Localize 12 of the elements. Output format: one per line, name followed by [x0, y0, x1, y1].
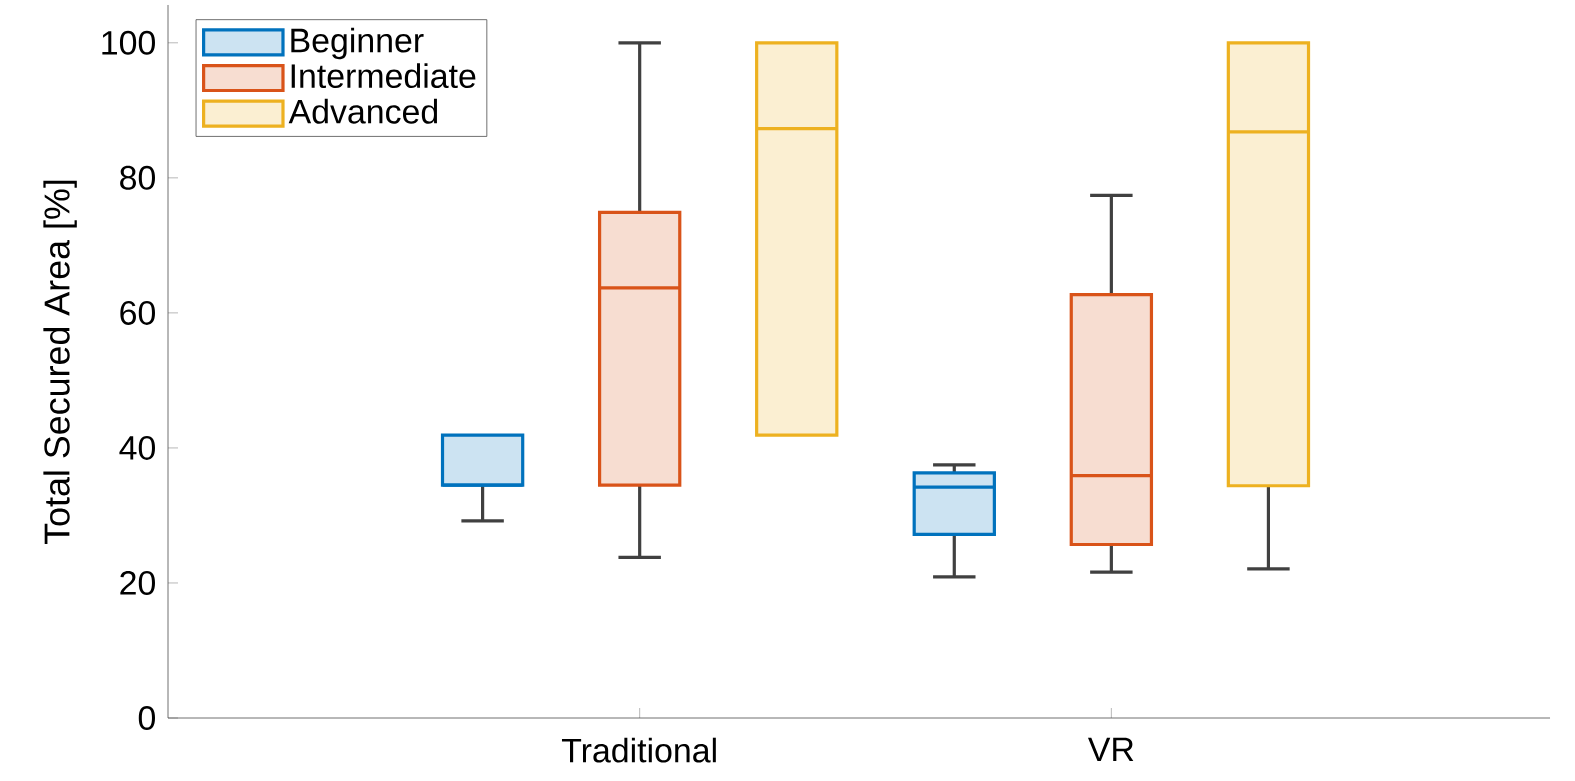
y-tick-label: 20 [120, 570, 155, 595]
x-tick-label: Traditional [561, 737, 716, 763]
y-tick-label: 0 [138, 706, 155, 730]
y-tick-label: 60 [120, 300, 155, 325]
y-tick-label: 100 [102, 30, 155, 55]
y-tick-label: 40 [119, 435, 155, 460]
legend-label: Intermediate [291, 63, 476, 89]
legend-label: Advanced [288, 98, 438, 124]
y-tick-label: 80 [120, 165, 155, 190]
x-tick-label: VR [1087, 737, 1134, 761]
legend-label: Beginner [291, 27, 424, 60]
y-axis-title: Total Secured Area [%] [43, 180, 77, 545]
